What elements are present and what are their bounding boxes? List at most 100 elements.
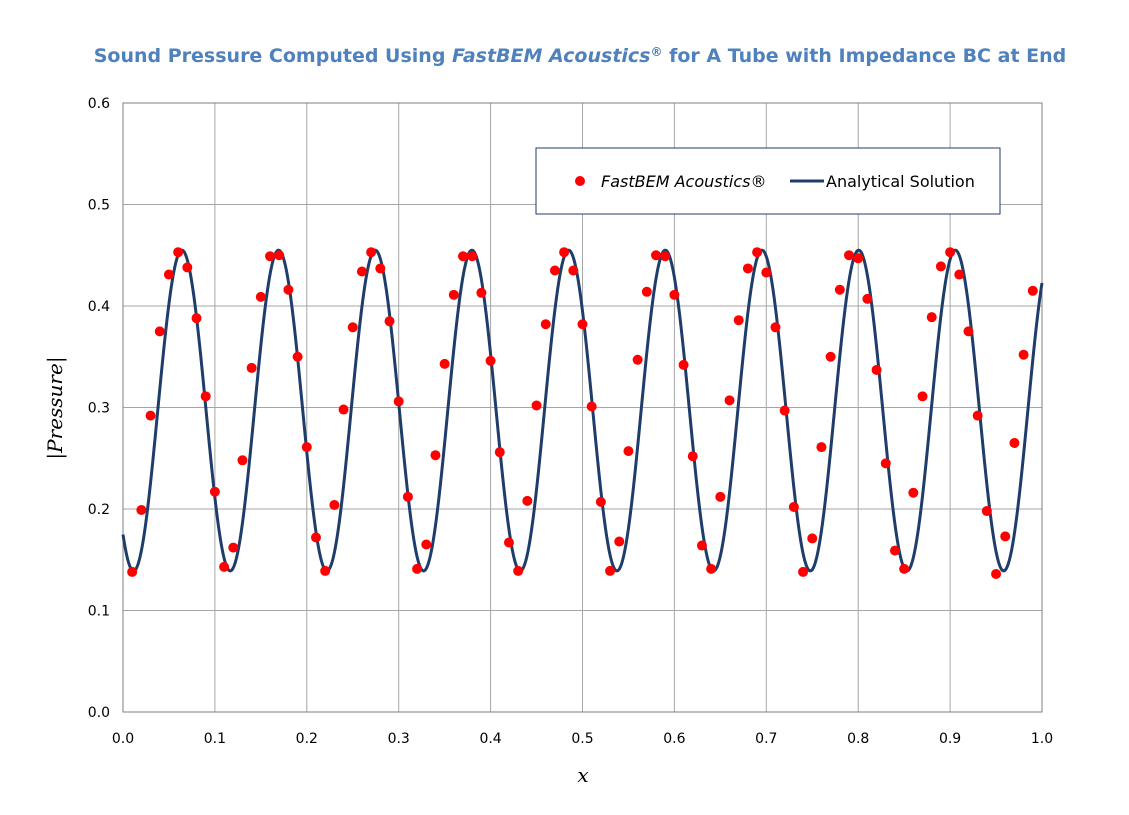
x-tick-labels: 0.0 0.1 0.2 0.3 0.4 0.5 0.6 0.7 0.8 0.9 1.0	[112, 731, 1053, 747]
fastbem-data-point	[706, 563, 717, 574]
fastbem-data-point	[384, 316, 395, 327]
fastbem-data-point	[651, 250, 662, 261]
x-tick-label: 0.3	[388, 731, 410, 747]
fastbem-data-point	[531, 400, 542, 411]
x-tick-label: 1.0	[1031, 731, 1053, 747]
fastbem-data-point	[366, 247, 377, 258]
fastbem-data-point	[825, 351, 836, 362]
fastbem-data-point	[347, 322, 358, 333]
fastbem-data-point	[853, 253, 864, 264]
fastbem-data-point	[614, 536, 625, 547]
legend-label-fastbem: FastBEM Acoustics®	[601, 172, 766, 191]
chart-title-part4: for A Tube with Impedance BC at End	[662, 45, 1066, 67]
fastbem-data-point	[715, 491, 726, 502]
fastbem-data-point	[265, 251, 276, 262]
fastbem-data-point	[788, 501, 799, 512]
fastbem-data-point	[1009, 438, 1020, 449]
fastbem-data-point	[595, 496, 606, 507]
fastbem-data-point	[540, 319, 551, 330]
fastbem-data-point	[412, 563, 423, 574]
legend-label-analytical: Analytical Solution	[826, 172, 975, 191]
fastbem-data-point	[522, 495, 533, 506]
fastbem-data-point	[421, 539, 432, 550]
fastbem-data-point	[513, 565, 524, 576]
fastbem-data-point	[871, 364, 882, 375]
fastbem-data-point	[393, 396, 404, 407]
chart-title: Sound Pressure Computed Using FastBEM Ac…	[94, 45, 1067, 67]
fastbem-data-point	[228, 542, 239, 553]
x-tick-label: 0.8	[847, 731, 869, 747]
fastbem-data-point	[623, 446, 634, 457]
fastbem-data-point	[127, 566, 138, 577]
fastbem-data-point	[310, 532, 321, 543]
y-tick-label: 0.0	[88, 705, 110, 721]
fastbem-data-point	[972, 410, 983, 421]
fastbem-data-point	[917, 391, 928, 402]
fastbem-data-point	[200, 391, 211, 402]
fastbem-data-point	[338, 404, 349, 415]
fastbem-data-point	[301, 442, 312, 453]
fastbem-data-point	[779, 405, 790, 416]
fastbem-data-point	[899, 563, 910, 574]
fastbem-data-point	[752, 247, 763, 258]
x-tick-label: 0.2	[296, 731, 318, 747]
fastbem-data-point	[246, 362, 257, 373]
legend: FastBEM Acoustics® Analytical Solution	[535, 147, 1001, 215]
fastbem-data-point	[660, 251, 671, 262]
fastbem-data-point	[439, 358, 450, 369]
fastbem-data-point	[559, 247, 570, 258]
fastbem-data-point	[209, 486, 220, 497]
chart-title-part2: FastBEM Acoustics	[452, 45, 650, 67]
fastbem-data-point	[1018, 349, 1029, 360]
fastbem-data-point	[926, 312, 937, 323]
fastbem-data-point	[145, 410, 156, 421]
fastbem-data-point	[908, 487, 919, 498]
fastbem-data-point	[568, 265, 579, 276]
fastbem-data-point	[586, 401, 597, 412]
fastbem-data-point	[476, 287, 487, 298]
fastbem-data-point	[163, 269, 174, 280]
fastbem-data-point	[981, 506, 992, 517]
fastbem-data-point	[770, 322, 781, 333]
fastbem-data-point	[458, 251, 469, 262]
fastbem-data-point	[678, 359, 689, 370]
fastbem-data-point	[292, 351, 303, 362]
fastbem-data-point	[963, 326, 974, 337]
chart-title-part1: Sound Pressure Computed Using	[94, 45, 452, 67]
fastbem-data-point	[889, 545, 900, 556]
x-tick-label: 0.6	[663, 731, 685, 747]
fastbem-data-point	[862, 293, 873, 304]
fastbem-data-point	[237, 455, 248, 466]
x-tick-label: 0.4	[479, 731, 501, 747]
fastbem-data-point	[375, 263, 386, 274]
fastbem-data-point	[632, 354, 643, 365]
fastbem-data-point	[834, 284, 845, 295]
fastbem-data-point	[219, 561, 230, 572]
fastbem-data-point	[880, 458, 891, 469]
fastbem-data-point	[669, 289, 680, 300]
y-tick-label: 0.2	[88, 502, 110, 518]
plot-area-border	[122, 102, 1043, 713]
fastbem-data-point	[991, 568, 1002, 579]
fastbem-data-point	[549, 265, 560, 276]
fastbem-data-point	[605, 565, 616, 576]
fastbem-data-point	[191, 313, 202, 324]
fastbem-data-point	[494, 447, 505, 458]
chart-title-part3: ®	[650, 45, 662, 59]
fastbem-data-point	[467, 251, 478, 262]
fastbem-data-point	[329, 499, 340, 510]
fastbem-data-point	[136, 505, 147, 516]
x-tick-label: 0.5	[571, 731, 593, 747]
fastbem-data-point	[448, 289, 459, 300]
fastbem-data-point	[954, 269, 965, 280]
fastbem-data-point	[577, 319, 588, 330]
fastbem-data-point	[320, 565, 331, 576]
y-tick-label: 0.6	[88, 96, 110, 112]
fastbem-data-point	[255, 291, 266, 302]
x-tick-label: 0.1	[204, 731, 226, 747]
fastbem-data-point	[641, 286, 652, 297]
fastbem-data-point	[283, 284, 294, 295]
fastbem-data-point	[503, 537, 514, 548]
y-tick-label: 0.1	[88, 604, 110, 620]
